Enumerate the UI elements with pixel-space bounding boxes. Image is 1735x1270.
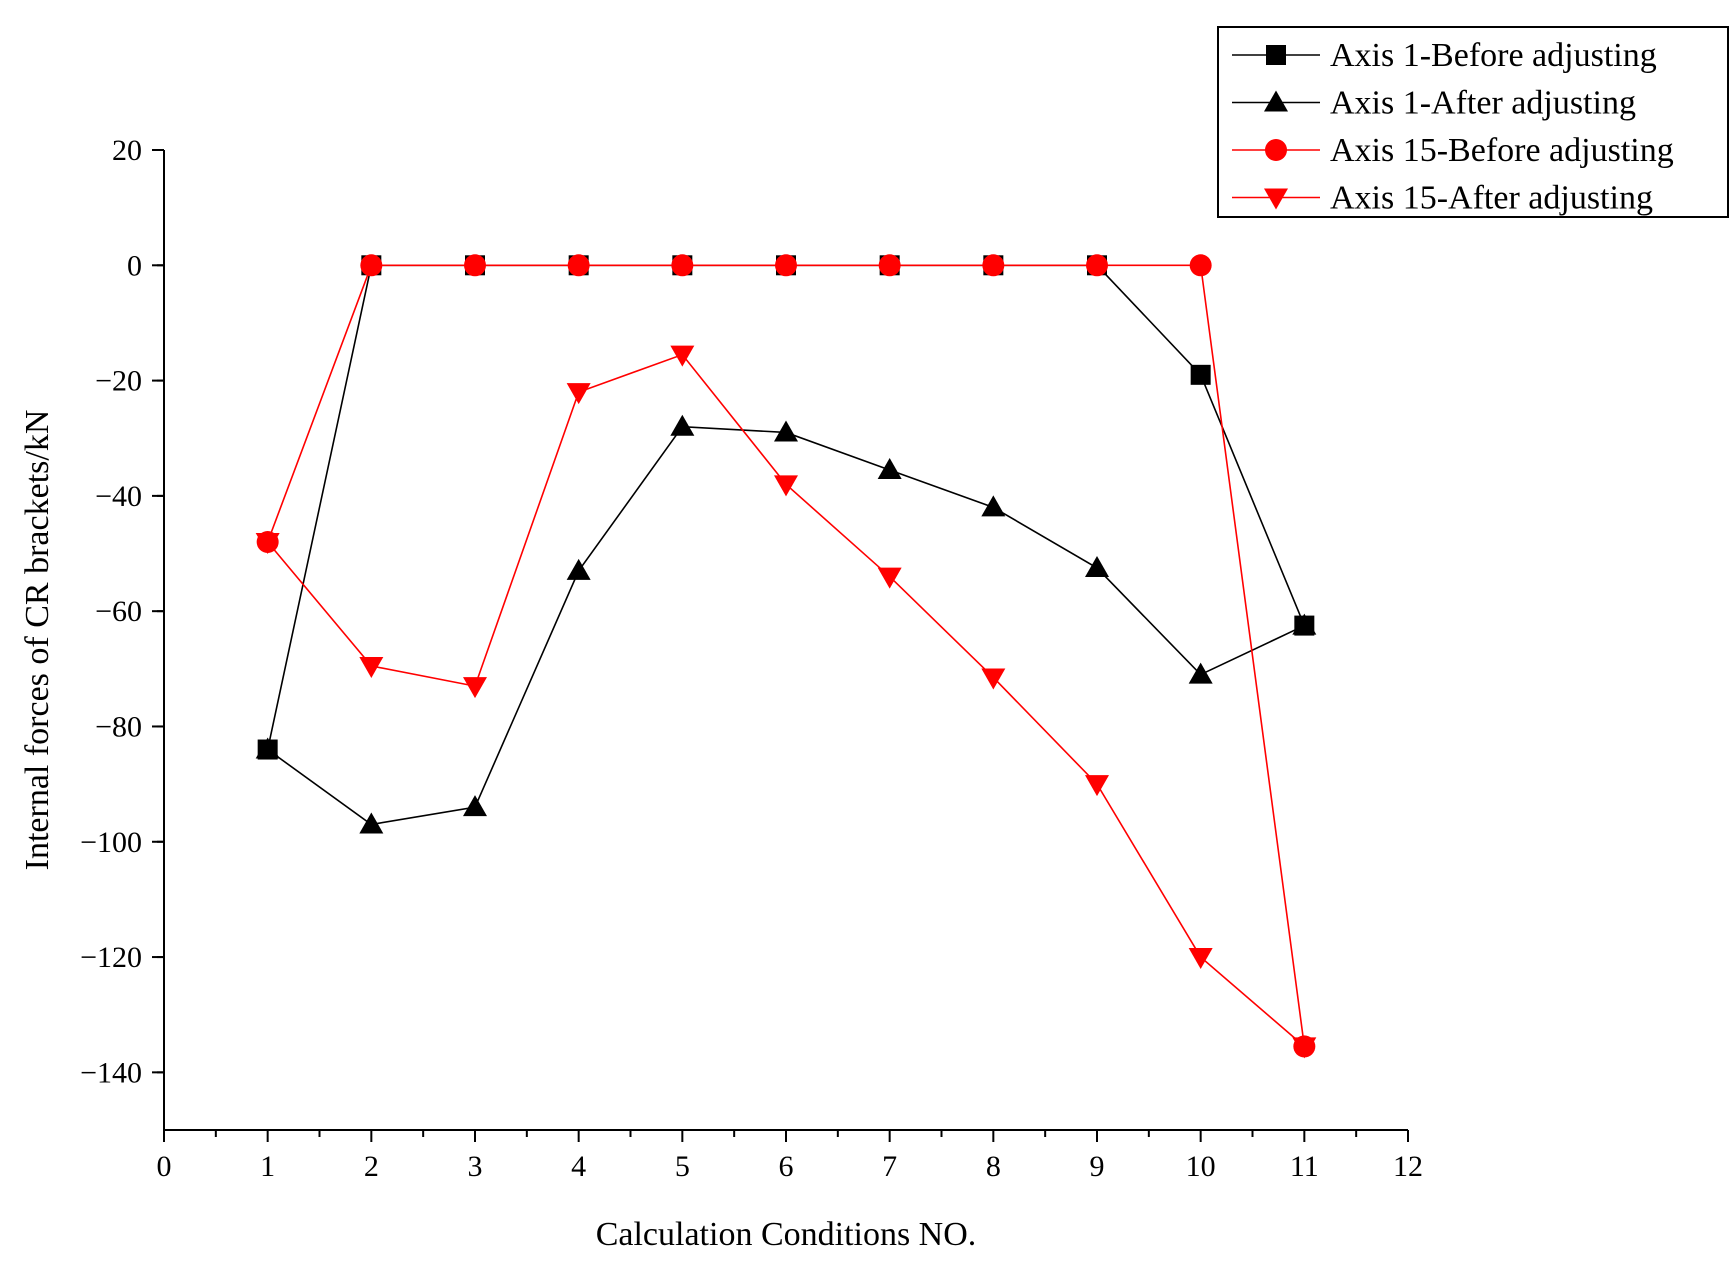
data-point: [774, 420, 798, 442]
y-tick-label: −60: [95, 595, 142, 628]
data-point: [255, 737, 280, 759]
legend-marker: [1264, 188, 1288, 210]
x-tick-label: 12: [1393, 1150, 1423, 1183]
data-point: [566, 383, 591, 405]
legend-item: Axis 15-After adjusting: [1232, 180, 1653, 217]
data-point: [255, 533, 280, 554]
x-tick-label: 0: [157, 1150, 172, 1183]
y-tick-label: −20: [95, 365, 142, 398]
y-tick-label: −100: [80, 826, 142, 859]
data-point: [463, 795, 487, 817]
y-tick-label: 0: [127, 249, 142, 282]
data-point: [671, 254, 694, 277]
legend-marker: [1264, 90, 1288, 112]
data-point: [360, 254, 383, 277]
x-tick-label: 3: [468, 1150, 483, 1183]
series-line: [266, 264, 1306, 1047]
x-tick-label: 1: [260, 1150, 275, 1183]
x-tick-label: 5: [675, 1150, 690, 1183]
data-point: [774, 475, 798, 497]
series-1: [257, 255, 1315, 760]
series-4: [255, 345, 1317, 1059]
x-tick-label: 7: [882, 1150, 897, 1183]
data-point: [1190, 364, 1211, 385]
x-axis-title: Calculation Conditions NO.: [596, 1216, 977, 1253]
data-point: [464, 254, 486, 277]
series-line: [267, 353, 1305, 1048]
legend-label: Axis 15-After adjusting: [1330, 180, 1653, 217]
data-point: [1189, 254, 1212, 277]
x-tick-label: 11: [1290, 1150, 1319, 1183]
y-tick-label: 20: [112, 134, 142, 167]
data-point: [877, 567, 902, 589]
x-tick-label: 2: [364, 1150, 379, 1183]
data-point: [981, 495, 1006, 517]
series-layer: [255, 254, 1317, 1059]
data-point: [359, 656, 384, 678]
data-point: [566, 558, 591, 580]
y-tick-label: −80: [95, 710, 142, 743]
legend-label: Axis 1-Before adjusting: [1330, 37, 1657, 74]
y-tick-label: −40: [95, 480, 142, 513]
series-2: [255, 414, 1317, 834]
legend-label: Axis 1-After adjusting: [1330, 85, 1636, 122]
data-point: [463, 677, 487, 699]
legend-frame: [1217, 26, 1729, 218]
x-tick-label: 10: [1186, 1150, 1216, 1183]
legend-item: Axis 1-After adjusting: [1232, 85, 1636, 122]
legend-marker: [1266, 45, 1286, 65]
x-tick-label: 8: [986, 1150, 1001, 1183]
y-tick-label: −120: [80, 941, 142, 974]
data-point: [878, 254, 901, 277]
data-point: [1188, 662, 1213, 684]
series-3: [256, 254, 1316, 1058]
legend-label: Axis 15-Before adjusting: [1330, 132, 1674, 169]
data-point: [670, 345, 695, 367]
y-tick-label: −140: [80, 1056, 142, 1089]
data-point: [1085, 555, 1109, 577]
data-point: [775, 254, 797, 277]
data-point: [1292, 1037, 1317, 1059]
data-point: [877, 457, 902, 479]
legend-marker: [1265, 139, 1287, 161]
legend: Axis 1-Before adjusting Axis 1-After adju…: [1217, 26, 1729, 218]
x-tick-label: 4: [571, 1150, 586, 1183]
x-tick-label: 6: [779, 1150, 794, 1183]
series-line: [266, 264, 1306, 750]
y-axis-title: Internal forces of CR brackets/kN: [19, 410, 56, 871]
axes-layer: 0 1 2 3 4 5 6 7 8 9 10 11 12200−20−40−60−80−100−120−…: [80, 134, 1423, 1183]
x-tick-label: 9: [1090, 1150, 1105, 1183]
data-point: [670, 414, 695, 436]
data-point: [567, 254, 590, 277]
data-point: [981, 668, 1006, 690]
legend-item: Axis 15-Before adjusting: [1232, 132, 1674, 169]
data-point: [1188, 948, 1213, 970]
data-point: [1086, 254, 1108, 277]
legend-item: Axis 1-Before adjusting: [1232, 37, 1657, 74]
data-point: [359, 812, 384, 834]
data-point: [1085, 775, 1109, 797]
data-point: [1292, 613, 1317, 635]
data-point: [982, 254, 1005, 277]
